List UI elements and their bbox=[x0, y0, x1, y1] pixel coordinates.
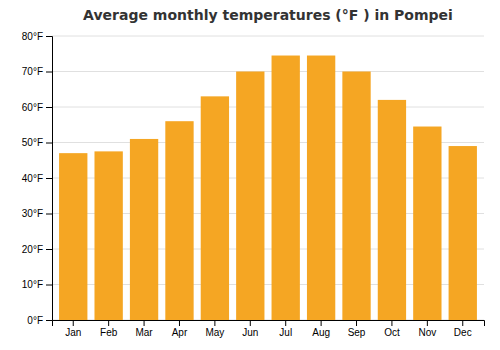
tick-label: Mar bbox=[135, 327, 153, 338]
tick-mark bbox=[179, 320, 180, 326]
tick: 30°F bbox=[22, 208, 52, 219]
bar bbox=[413, 127, 441, 320]
tick-mark bbox=[250, 320, 251, 326]
bar bbox=[236, 72, 264, 321]
axis-line bbox=[53, 321, 485, 327]
bar bbox=[449, 146, 477, 320]
y-axis: 0°F 10°F 20°F 30°F 40°F 50°F 60°F 70°F 80°F bbox=[22, 31, 53, 326]
tick-mark bbox=[144, 320, 145, 326]
tick: 50°F bbox=[22, 137, 52, 148]
tick: Aug bbox=[312, 320, 330, 338]
tick: 0°F bbox=[27, 315, 52, 326]
tick-label: Sep bbox=[348, 327, 366, 338]
tick-label: 40°F bbox=[22, 173, 43, 184]
tick-mark bbox=[391, 320, 392, 326]
tick-mark bbox=[214, 320, 215, 326]
tick-label: 60°F bbox=[22, 102, 43, 113]
plot-area bbox=[59, 56, 477, 320]
tick-label: Jul bbox=[279, 327, 292, 338]
tick-label: Feb bbox=[100, 327, 118, 338]
grid bbox=[52, 36, 484, 320]
tick-label: 0°F bbox=[27, 315, 43, 326]
tick: 70°F bbox=[22, 66, 52, 77]
tick-label: 50°F bbox=[22, 137, 43, 148]
tick: Jul bbox=[279, 320, 292, 338]
tick: 60°F bbox=[22, 102, 52, 113]
tick-mark bbox=[46, 72, 52, 73]
title: Average monthly temperatures (°F ) in Po… bbox=[83, 7, 453, 23]
bar bbox=[272, 56, 300, 320]
tick-label: Apr bbox=[172, 327, 188, 338]
tick-label: 10°F bbox=[22, 279, 43, 290]
tick-mark bbox=[46, 249, 52, 250]
tick-mark bbox=[46, 36, 52, 37]
tick-mark bbox=[46, 285, 52, 286]
bar bbox=[165, 121, 193, 320]
bar bbox=[130, 139, 158, 320]
x-axis: Jan Feb Mar Apr May Jun Jul Aug Sep Oct Nov Dec bbox=[53, 320, 485, 338]
tick-mark bbox=[427, 320, 428, 326]
grid-line bbox=[52, 107, 484, 108]
tick-mark bbox=[462, 320, 463, 326]
tick: Sep bbox=[348, 320, 366, 338]
tick-label: Aug bbox=[312, 327, 330, 338]
axis-line bbox=[46, 37, 53, 321]
tick: 80°F bbox=[22, 31, 52, 42]
tick: 10°F bbox=[22, 279, 52, 290]
tick: Nov bbox=[418, 320, 436, 338]
tick-label: Jan bbox=[65, 327, 81, 338]
bar bbox=[307, 56, 335, 320]
bar bbox=[59, 153, 87, 320]
tick-mark bbox=[46, 143, 52, 144]
chart: 0°F 10°F 20°F 30°F 40°F 50°F 60°F 70°F 80°F Jan Fe… bbox=[0, 0, 500, 350]
bar bbox=[342, 72, 370, 321]
tick-mark bbox=[46, 320, 52, 321]
bar bbox=[378, 100, 406, 320]
tick-mark bbox=[285, 320, 286, 326]
tick-mark bbox=[321, 320, 322, 326]
tick: 20°F bbox=[22, 244, 52, 255]
tick-mark bbox=[73, 320, 74, 326]
tick-mark bbox=[46, 107, 52, 108]
tick-label: Jun bbox=[242, 327, 258, 338]
tick: Feb bbox=[100, 320, 118, 338]
tick-mark bbox=[46, 178, 52, 179]
tick-label: 70°F bbox=[22, 66, 43, 77]
tick: Dec bbox=[454, 320, 472, 338]
tick: Mar bbox=[135, 320, 153, 338]
tick-mark bbox=[46, 214, 52, 215]
tick-label: Oct bbox=[384, 327, 400, 338]
grid-line bbox=[52, 36, 484, 37]
tick-mark bbox=[108, 320, 109, 326]
tick-label: Nov bbox=[418, 327, 436, 338]
grid-line bbox=[52, 71, 484, 72]
tick-mark bbox=[356, 320, 357, 326]
tick-label: 20°F bbox=[22, 244, 43, 255]
tick-label: 80°F bbox=[22, 31, 43, 42]
tick-label: 30°F bbox=[22, 208, 43, 219]
tick: Jan bbox=[65, 320, 81, 338]
tick: 40°F bbox=[22, 173, 52, 184]
tick: Apr bbox=[172, 320, 188, 338]
bar bbox=[201, 96, 229, 320]
tick-label: Dec bbox=[454, 327, 472, 338]
bar bbox=[94, 151, 122, 320]
tick: May bbox=[205, 320, 224, 338]
tick: Oct bbox=[384, 320, 400, 338]
tick-label: May bbox=[205, 327, 224, 338]
tick: Jun bbox=[242, 320, 258, 338]
